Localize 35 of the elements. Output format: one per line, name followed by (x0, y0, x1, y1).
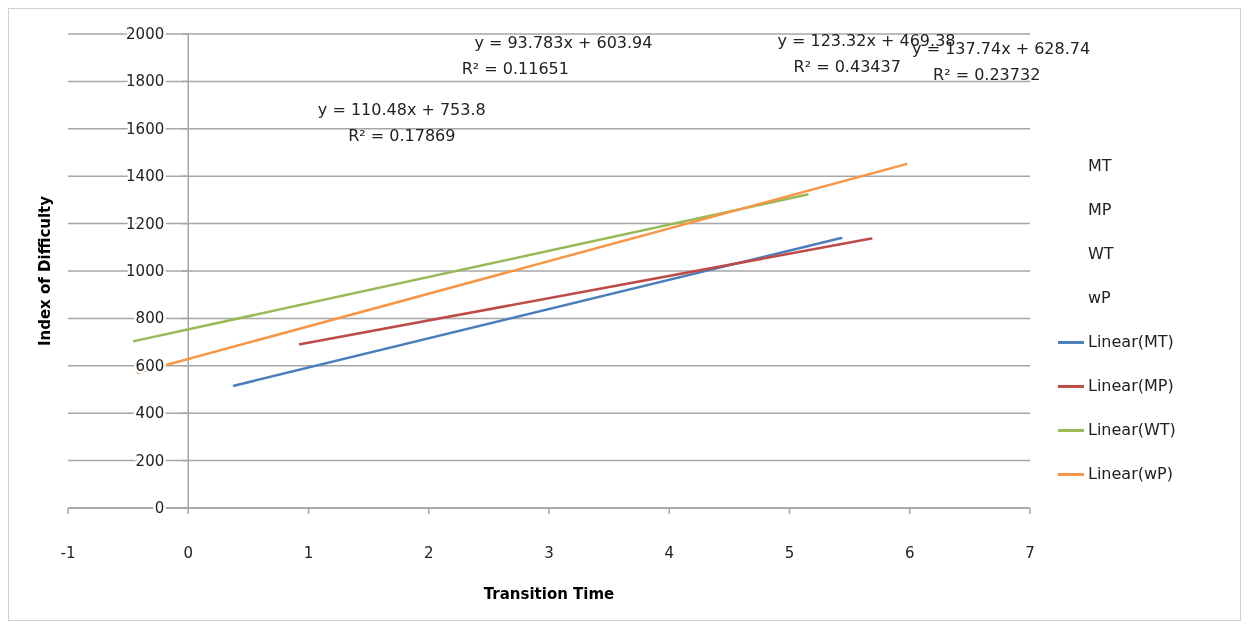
annotation: y = 110.48x + 753.8 (317, 99, 486, 119)
text: MP (1088, 200, 1112, 220)
text: wP (1088, 288, 1112, 308)
x-tick-label: -1 (60, 544, 76, 562)
y-tick-label: 1800 (126, 72, 165, 91)
y-tick-label: 1600 (126, 119, 165, 138)
y-axis-title: Index of Difficulty (36, 195, 54, 347)
text: WT (1088, 244, 1114, 264)
legend-label: Linear(wP) (1088, 464, 1173, 484)
x-axis-title: Transition Time (483, 585, 615, 603)
x-tick-label: 0 (183, 544, 194, 562)
x-tick-label: 2 (423, 544, 434, 562)
legend-label: Linear(WT) (1088, 420, 1176, 440)
annotation: R² = 0.43437 (793, 56, 901, 76)
annotation: R² = 0.11651 (461, 59, 569, 79)
y-tick-label: 400 (135, 404, 165, 423)
x-tick-label: 3 (544, 544, 554, 562)
y-tick-label: 1200 (126, 214, 165, 233)
y-tick-label: 2000 (126, 25, 165, 43)
annotation: R² = 0.17869 (348, 125, 456, 145)
x-tick-label: 1 (303, 544, 314, 562)
text: MT (1088, 156, 1112, 176)
y-tick-label: 1000 (126, 262, 165, 280)
x-tick-label: 6 (904, 544, 915, 562)
y-tick-label: 200 (135, 451, 165, 470)
x-tick-label: 7 (1025, 544, 1035, 562)
annotation: y = 93.783x + 603.94 (474, 33, 653, 53)
legend-label: Linear(MP) (1088, 376, 1174, 396)
x-tick-label: 5 (784, 544, 795, 562)
annotation: R² = 0.23732 (933, 65, 1041, 85)
y-tick-label: 1400 (126, 167, 165, 186)
y-tick-label: 800 (135, 309, 165, 328)
x-tick-label: 4 (664, 544, 675, 562)
legend-label: Linear(MT) (1088, 332, 1174, 352)
y-tick-label: 0 (154, 499, 165, 517)
